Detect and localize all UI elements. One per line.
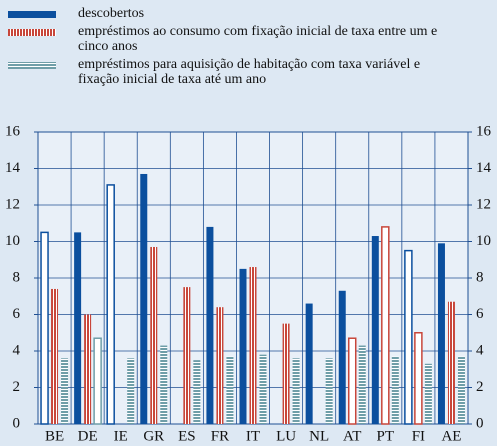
bar — [106, 184, 115, 425]
bar — [84, 314, 92, 424]
y2-tick-label: 0 — [476, 415, 484, 431]
bar — [424, 363, 432, 424]
bar — [40, 231, 49, 425]
x-tick-label: BE — [45, 428, 64, 444]
x-tick-label: IE — [114, 428, 128, 444]
bar — [404, 249, 413, 425]
bar — [414, 332, 423, 425]
x-tick-label: FR — [211, 428, 229, 444]
bar — [93, 337, 102, 425]
bar — [457, 356, 465, 424]
y-tick-label: 2 — [13, 379, 21, 395]
bar — [305, 303, 313, 424]
bar — [183, 287, 191, 424]
legend-item: empréstimos para aquisição de habitação … — [8, 57, 488, 87]
y-tick-label: 12 — [5, 196, 20, 212]
bar — [338, 290, 346, 424]
y2-tick-label: 2 — [476, 379, 484, 395]
x-tick-label: AE — [441, 428, 461, 444]
bar — [391, 356, 399, 424]
legend-swatch — [8, 11, 56, 18]
y2-tick-label: 12 — [476, 196, 491, 212]
bar — [437, 243, 445, 424]
legend-item: empréstimos ao consumo com fixação inici… — [8, 24, 488, 54]
bar — [206, 226, 214, 424]
y2-tick-label: 8 — [476, 269, 484, 285]
x-tick-label: NL — [309, 428, 329, 444]
bar — [358, 345, 366, 424]
x-tick-label: IT — [246, 428, 260, 444]
bar — [347, 337, 357, 425]
bar — [193, 360, 201, 424]
bar — [140, 173, 148, 424]
x-tick-label: ES — [178, 428, 196, 444]
bar — [325, 358, 333, 424]
bar — [292, 358, 300, 424]
legend-label: empréstimos ao consumo com fixação inici… — [78, 24, 438, 54]
x-tick-label: LU — [276, 428, 296, 444]
x-tick-label: PT — [377, 428, 395, 444]
bar — [226, 356, 234, 424]
y-tick-label: 8 — [13, 269, 21, 285]
legend-label: empréstimos para aquisição de habitação … — [78, 57, 421, 87]
x-tick-label: FI — [412, 428, 425, 444]
y-tick-label: 0 — [13, 415, 21, 431]
y2-tick-label: 6 — [476, 306, 484, 322]
bar — [150, 246, 158, 424]
legend-swatch — [8, 62, 56, 69]
y2-tick-label: 4 — [476, 342, 484, 358]
bar — [74, 232, 82, 424]
y2-tick-label: 10 — [476, 233, 491, 249]
y2-tick-label: 14 — [476, 160, 492, 176]
legend-swatch — [8, 29, 56, 36]
bar — [51, 288, 59, 424]
bar — [216, 307, 224, 424]
x-tick-label: GR — [143, 428, 164, 444]
bar — [61, 358, 69, 424]
y-tick-label: 6 — [13, 306, 21, 322]
bar — [249, 267, 257, 424]
bar — [259, 354, 267, 424]
bar — [160, 345, 168, 424]
x-tick-label: DE — [78, 428, 98, 444]
y-tick-label: 14 — [5, 160, 21, 176]
legend-item: descobertos — [8, 6, 488, 21]
bar — [239, 268, 247, 424]
bar — [371, 236, 379, 424]
y-tick-label: 16 — [5, 123, 21, 139]
y2-tick-label: 16 — [476, 123, 492, 139]
bar — [381, 226, 390, 425]
bar — [282, 323, 290, 424]
y-tick-label: 10 — [5, 233, 20, 249]
legend-label: descobertos — [78, 6, 145, 21]
bar — [447, 301, 455, 424]
bar — [127, 358, 135, 424]
y-tick-label: 4 — [13, 342, 21, 358]
legend: descobertos empréstimos ao consumo com fi… — [8, 6, 488, 90]
x-tick-label: AT — [343, 428, 361, 444]
